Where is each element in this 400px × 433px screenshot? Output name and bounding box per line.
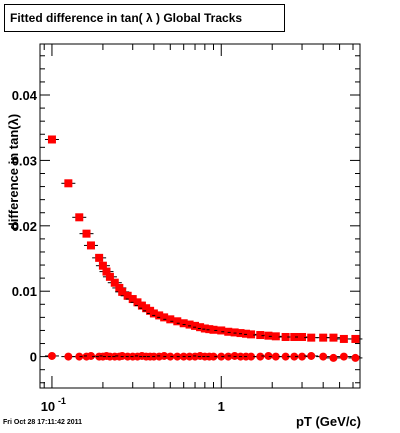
data-point-square xyxy=(200,324,209,333)
y-tick-label: 0 xyxy=(30,350,37,365)
data-point-square xyxy=(339,334,348,343)
chart-title: Fitted difference in tan( λ ) Global Tra… xyxy=(4,4,285,32)
data-point-circle xyxy=(224,352,233,361)
data-series xyxy=(44,135,363,362)
data-point-square xyxy=(155,311,164,320)
x-tick-label-exponent: -1 xyxy=(58,396,66,406)
data-point-square xyxy=(298,332,307,341)
data-point-square xyxy=(102,267,111,276)
data-point-square xyxy=(247,330,256,339)
data-point-square xyxy=(123,291,132,300)
y-axis-label: difference in tan(λ) xyxy=(6,114,21,230)
data-point-circle xyxy=(64,352,73,361)
data-point-square xyxy=(64,179,73,188)
data-point-square xyxy=(329,333,338,342)
data-point-square xyxy=(75,213,84,222)
data-point-square xyxy=(105,272,114,281)
data-point-square xyxy=(351,334,360,343)
data-point-circle xyxy=(307,351,316,360)
data-point-square xyxy=(128,295,137,304)
data-point-circle xyxy=(166,352,175,361)
data-point-square xyxy=(264,331,273,340)
data-point-square xyxy=(236,329,245,338)
y-tick-label: 0.02 xyxy=(12,219,37,234)
data-point-square xyxy=(319,333,328,342)
data-point-square xyxy=(191,321,200,330)
y-axis-tick-labels: 0 0.01 0.02 0.03 0.04 xyxy=(12,88,38,365)
data-point-circle xyxy=(86,351,95,360)
data-point-circle xyxy=(298,352,307,361)
data-point-square xyxy=(290,332,299,341)
data-point-circle xyxy=(329,353,338,362)
data-point-square xyxy=(160,313,169,322)
data-point-circle xyxy=(256,352,265,361)
y-tick-label: 0.03 xyxy=(12,153,37,168)
data-point-circle xyxy=(264,351,273,360)
data-point-square xyxy=(179,319,188,328)
y-tick-label: 0.01 xyxy=(12,284,37,299)
x-axis-label: pT (GeV/c) xyxy=(296,414,361,429)
data-point-square xyxy=(217,326,226,335)
data-point-circle xyxy=(160,351,169,360)
series-1 xyxy=(44,135,363,343)
data-point-square xyxy=(149,309,158,318)
data-point-square xyxy=(47,135,56,144)
data-point-square xyxy=(137,301,146,310)
data-point-circle xyxy=(290,352,299,361)
data-point-circle xyxy=(271,352,280,361)
x-axis-tick-labels: 10 -1 1 xyxy=(41,396,225,414)
series-2 xyxy=(44,351,363,362)
data-point-circle xyxy=(47,351,56,360)
data-point-square xyxy=(118,287,127,296)
data-point-circle xyxy=(75,352,84,361)
data-point-circle xyxy=(319,352,328,361)
data-point-square xyxy=(281,332,290,341)
x-axis-ticks xyxy=(43,44,354,388)
data-point-circle xyxy=(351,353,360,362)
data-point-circle xyxy=(281,352,290,361)
data-point-square xyxy=(230,328,239,337)
data-point-square xyxy=(98,261,107,270)
data-point-square xyxy=(241,329,250,338)
data-point-square xyxy=(205,325,214,334)
data-point-square xyxy=(133,298,142,307)
y-tick-label: 0.04 xyxy=(12,88,38,103)
data-point-square xyxy=(224,327,233,336)
timestamp: Fri Oct 28 17:11:42 2011 xyxy=(3,419,82,426)
data-point-square xyxy=(95,253,104,262)
data-point-circle xyxy=(209,352,218,361)
data-point-square xyxy=(166,315,175,324)
plot-frame xyxy=(39,43,361,389)
data-point-square xyxy=(196,323,205,332)
data-point-circle xyxy=(230,351,239,360)
data-point-square xyxy=(256,331,265,340)
data-point-square xyxy=(173,317,182,326)
data-point-circle xyxy=(339,352,348,361)
data-point-square xyxy=(82,229,91,238)
data-point-square xyxy=(86,241,95,250)
data-point-square xyxy=(110,278,119,287)
x-tick-label: 1 xyxy=(218,399,225,414)
data-point-square xyxy=(307,333,316,342)
data-point-square xyxy=(209,325,218,334)
data-point-square xyxy=(185,320,194,329)
data-point-square xyxy=(271,332,280,341)
x-tick-label: 10 xyxy=(41,399,55,414)
data-point-circle xyxy=(217,352,226,361)
data-point-circle xyxy=(247,352,256,361)
